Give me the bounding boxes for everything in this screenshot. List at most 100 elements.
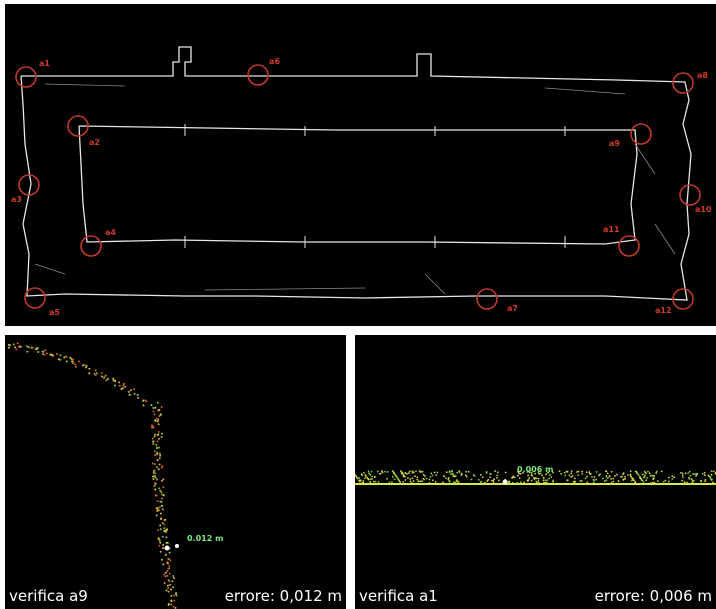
point xyxy=(136,393,139,396)
point xyxy=(606,472,609,475)
point xyxy=(163,581,166,584)
point xyxy=(526,471,529,473)
point xyxy=(161,535,164,538)
point xyxy=(420,480,422,483)
marker-circle-a4 xyxy=(80,235,102,257)
point xyxy=(118,384,121,387)
point xyxy=(159,524,162,527)
point xyxy=(161,464,164,467)
point xyxy=(155,514,158,517)
point xyxy=(153,413,156,416)
point xyxy=(150,404,153,407)
point xyxy=(127,390,130,393)
point xyxy=(152,426,155,429)
point xyxy=(15,348,18,351)
point xyxy=(646,476,649,479)
point xyxy=(156,507,159,510)
marker-circle-a3 xyxy=(18,174,40,196)
point xyxy=(545,473,547,476)
point xyxy=(407,472,410,475)
point xyxy=(170,603,173,606)
point xyxy=(421,470,424,473)
point xyxy=(549,474,551,476)
point xyxy=(170,588,173,591)
point xyxy=(168,564,171,567)
point xyxy=(19,345,22,348)
point xyxy=(156,451,159,454)
point xyxy=(367,470,370,473)
point xyxy=(34,348,37,351)
point xyxy=(538,472,541,475)
point xyxy=(704,478,707,481)
point xyxy=(682,476,684,479)
point xyxy=(662,481,665,483)
point xyxy=(161,522,164,525)
point xyxy=(656,480,659,482)
marker-label-a9: a9 xyxy=(609,139,620,148)
measure-point-a9 xyxy=(164,545,170,551)
point xyxy=(101,375,104,378)
point xyxy=(511,477,514,479)
point xyxy=(686,481,688,484)
marker-circle-a10 xyxy=(679,184,701,206)
point xyxy=(577,474,580,477)
point xyxy=(416,476,419,479)
point xyxy=(174,606,177,609)
point xyxy=(452,481,455,484)
point xyxy=(523,481,525,484)
point xyxy=(167,567,170,570)
point xyxy=(65,360,68,363)
point xyxy=(703,474,706,477)
point-cloud-a1 xyxy=(355,470,716,485)
point xyxy=(42,350,45,353)
point xyxy=(412,471,415,474)
point xyxy=(160,479,163,482)
point xyxy=(641,479,643,482)
point xyxy=(104,374,107,377)
point xyxy=(88,367,91,370)
point xyxy=(409,480,412,483)
point xyxy=(50,354,53,357)
point xyxy=(704,480,706,483)
point xyxy=(57,358,60,361)
point xyxy=(160,517,163,520)
point xyxy=(85,366,88,369)
point xyxy=(572,480,575,483)
point xyxy=(537,480,540,482)
point xyxy=(644,472,647,475)
detail-panel-a9: 0.012 m verifica a9 errore: 0,012 m xyxy=(5,335,346,609)
point xyxy=(156,500,159,503)
point xyxy=(593,479,596,482)
point xyxy=(153,474,156,477)
point xyxy=(121,387,124,390)
point xyxy=(158,544,161,547)
point xyxy=(447,478,450,481)
point xyxy=(648,472,651,475)
point xyxy=(364,474,367,477)
point xyxy=(490,479,493,482)
point xyxy=(158,463,161,466)
point xyxy=(687,472,690,475)
point xyxy=(157,437,160,440)
point xyxy=(504,471,507,474)
marker-circle-a8 xyxy=(672,72,694,94)
point xyxy=(44,349,47,352)
point xyxy=(441,481,444,484)
point xyxy=(169,583,172,586)
point xyxy=(158,539,161,542)
point xyxy=(527,474,530,477)
point xyxy=(693,473,696,476)
point xyxy=(162,563,165,566)
point xyxy=(155,466,158,469)
point xyxy=(452,473,454,476)
point xyxy=(431,474,434,477)
point xyxy=(166,584,169,587)
point xyxy=(391,481,393,483)
point xyxy=(642,481,645,483)
point xyxy=(362,480,365,482)
point xyxy=(170,594,173,597)
point xyxy=(564,474,567,477)
marker-label-a8: a8 xyxy=(697,71,708,80)
point xyxy=(527,479,529,482)
point xyxy=(416,478,419,481)
